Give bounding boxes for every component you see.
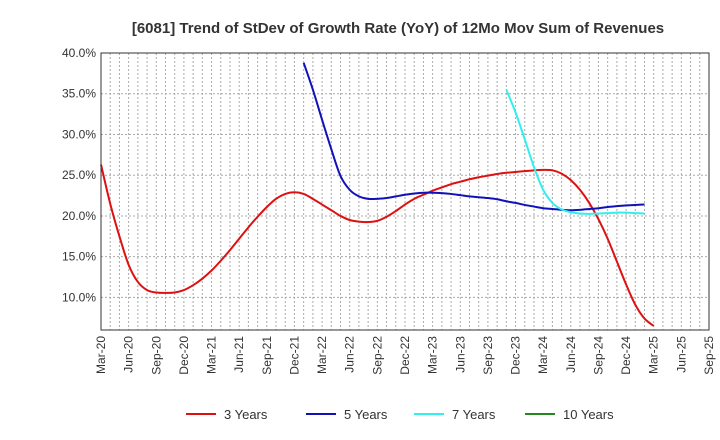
legend-label: 10 Years <box>563 407 614 422</box>
legend-label: 5 Years <box>344 407 388 422</box>
x-tick-label: Mar-23 <box>426 336 440 374</box>
x-tick-label: Jun-23 <box>453 336 467 373</box>
x-tick-label: Jun-25 <box>674 336 688 373</box>
series-line-3-years <box>100 164 655 327</box>
y-tick-label: 35.0% <box>62 87 96 101</box>
plot-border <box>100 52 710 331</box>
legend-label: 3 Years <box>224 407 268 422</box>
x-tick-label: Sep-25 <box>702 336 716 375</box>
series-line-5-years <box>302 62 645 212</box>
x-tick-label: Mar-22 <box>315 336 329 374</box>
y-tick-label: 40.0% <box>62 46 96 60</box>
x-tick-label: Dec-23 <box>509 336 523 375</box>
x-axis: Mar-20 Jun-20 Sep-20 Dec-20 Mar-21 Jun-21 Sep-… <box>94 336 716 375</box>
x-tick-label: Dec-20 <box>177 336 191 375</box>
y-tick-label: 20.0% <box>62 209 96 223</box>
plot-area <box>101 53 709 330</box>
series-lines <box>100 62 655 327</box>
x-tick-label: Sep-23 <box>481 336 495 375</box>
y-tick-label: 30.0% <box>62 127 96 141</box>
x-tick-label: Sep-21 <box>260 336 274 375</box>
legend-label: 7 Years <box>452 407 496 422</box>
y-tick-label: 10.0% <box>62 290 96 304</box>
y-axis: 10.0% 15.0% 20.0% 25.0% 30.0% 35.0% 40.0% <box>62 46 96 304</box>
x-tick-label: Dec-22 <box>398 336 412 375</box>
x-tick-label: Mar-25 <box>647 336 661 374</box>
x-tick-label: Dec-24 <box>619 336 633 375</box>
x-tick-label: Sep-22 <box>370 336 384 375</box>
series-line-7-years <box>505 89 645 215</box>
x-tick-label: Dec-21 <box>287 336 301 375</box>
x-tick-label: Sep-24 <box>591 336 605 375</box>
chart-title: [6081] Trend of StDev of Growth Rate (Yo… <box>132 20 664 37</box>
x-tick-label: Sep-20 <box>149 336 163 375</box>
legend: 3 Years 5 Years 7 Years 10 Years <box>186 407 614 422</box>
x-tick-label: Jun-21 <box>232 336 246 373</box>
grid <box>101 52 709 330</box>
y-tick-label: 25.0% <box>62 168 96 182</box>
x-tick-label: Jun-22 <box>343 336 357 373</box>
x-tick-label: Mar-24 <box>536 336 550 374</box>
x-tick-label: Mar-21 <box>205 336 219 374</box>
x-tick-label: Jun-20 <box>122 336 136 373</box>
x-tick-label: Mar-20 <box>94 336 108 374</box>
y-tick-label: 15.0% <box>62 250 96 264</box>
x-tick-label: Jun-24 <box>564 336 578 373</box>
